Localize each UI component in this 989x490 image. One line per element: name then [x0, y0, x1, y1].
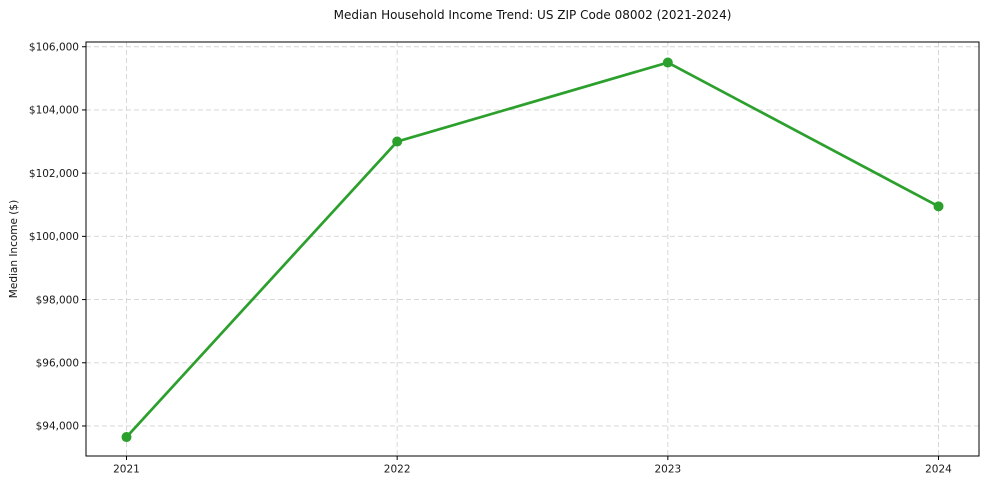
y-axis-tick-label: $100,000 [29, 231, 79, 243]
y-axis-tick-label: $94,000 [36, 421, 79, 433]
y-axis-tick-label: $96,000 [36, 357, 79, 369]
y-axis-tick-label: $106,000 [29, 41, 79, 53]
data-point-2024 [933, 201, 944, 212]
plot-border [85, 41, 980, 457]
x-axis-tick-label: 2023 [654, 464, 681, 476]
x-axis-tick-label: 2022 [384, 464, 411, 476]
x-axis-tick-label: 2021 [113, 464, 140, 476]
y-axis-tick-label: $98,000 [36, 294, 79, 306]
y-axis-tick-label: $102,000 [29, 168, 79, 180]
chart-title: Median Household Income Trend: US ZIP Co… [333, 8, 732, 22]
data-point-2022 [392, 136, 403, 147]
data-point-2023 [662, 57, 673, 68]
x-axis-tick-label: 2024 [925, 464, 952, 476]
income-trend-line [125, 61, 940, 439]
data-point-2021 [121, 432, 132, 443]
y-axis-tick-label: $104,000 [29, 105, 79, 117]
